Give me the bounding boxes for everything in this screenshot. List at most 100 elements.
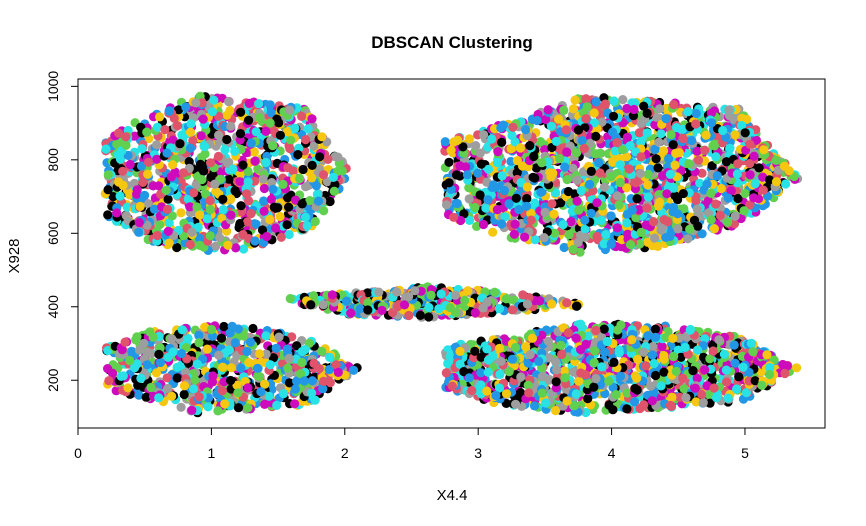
data-point (202, 344, 212, 354)
data-point (614, 200, 624, 210)
data-point (115, 191, 125, 201)
data-point (208, 331, 218, 341)
data-point (297, 357, 307, 368)
data-point (143, 199, 153, 209)
data-point (740, 128, 750, 138)
data-point (707, 161, 717, 171)
data-point (266, 194, 276, 204)
data-point (259, 196, 269, 206)
data-point (445, 303, 455, 313)
data-point (172, 242, 182, 253)
data-point (327, 290, 337, 300)
data-point (185, 127, 196, 137)
data-point (522, 201, 532, 211)
data-point (635, 168, 646, 179)
data-point (497, 171, 507, 181)
data-point (622, 132, 633, 142)
data-point (192, 202, 202, 212)
data-point (709, 141, 720, 151)
data-point (194, 233, 205, 243)
data-point (623, 229, 633, 239)
data-point (193, 222, 203, 232)
data-point (164, 218, 174, 228)
data-point (299, 376, 309, 386)
data-point (143, 157, 153, 167)
data-point (318, 170, 329, 180)
data-point (222, 134, 232, 145)
data-point (168, 347, 178, 357)
data-point (298, 164, 308, 175)
data-point (146, 382, 156, 393)
data-point (453, 135, 463, 145)
data-point (693, 221, 703, 231)
data-point (444, 178, 454, 188)
data-point (627, 205, 637, 215)
data-point (274, 332, 284, 342)
data-point (139, 338, 149, 348)
data-point (232, 380, 242, 390)
data-point (191, 180, 201, 190)
data-point (306, 300, 316, 310)
data-point (415, 310, 425, 320)
data-point (257, 225, 268, 235)
data-point (520, 232, 530, 242)
data-point (764, 175, 775, 185)
data-point (666, 130, 676, 140)
data-point (218, 205, 228, 215)
data-point (574, 205, 584, 215)
points-layer (100, 91, 803, 418)
data-point (226, 194, 236, 204)
data-point (206, 172, 216, 182)
data-point (424, 302, 434, 313)
data-point (290, 123, 300, 133)
data-point (749, 151, 759, 161)
data-point (218, 194, 228, 204)
data-point (317, 346, 327, 356)
data-point (648, 217, 659, 227)
data-point (236, 201, 246, 211)
data-point (176, 208, 186, 218)
data-point (176, 348, 187, 359)
data-point (651, 112, 661, 122)
data-point (175, 139, 185, 149)
data-point (138, 177, 148, 187)
data-point (479, 130, 489, 140)
data-point (184, 157, 194, 167)
data-point (226, 375, 236, 386)
data-point (582, 102, 592, 112)
data-point (707, 118, 717, 128)
data-point (562, 298, 572, 308)
data-point (497, 219, 507, 229)
data-point (691, 119, 701, 129)
data-point (254, 99, 264, 109)
data-point (564, 230, 574, 240)
data-point (721, 157, 732, 167)
cluster-1 (100, 91, 351, 255)
data-point (600, 100, 610, 111)
data-point (556, 340, 566, 350)
data-point (575, 319, 586, 329)
data-point (509, 229, 519, 239)
data-point (504, 199, 514, 209)
data-point (656, 225, 666, 235)
data-point (642, 108, 652, 118)
data-point (625, 141, 635, 151)
data-point (736, 120, 747, 131)
data-point (510, 399, 521, 409)
data-point (284, 229, 294, 240)
data-point (740, 188, 750, 199)
data-point (510, 219, 520, 229)
data-point (745, 158, 755, 169)
data-point (462, 170, 472, 180)
data-point (670, 160, 680, 170)
data-point (610, 146, 620, 156)
data-point (739, 206, 749, 216)
data-point (216, 333, 227, 343)
data-point (238, 230, 248, 240)
data-point (758, 185, 768, 195)
data-point (123, 383, 133, 393)
data-point (300, 212, 311, 222)
data-point (325, 196, 335, 207)
data-point (608, 157, 618, 167)
data-point (549, 209, 559, 219)
